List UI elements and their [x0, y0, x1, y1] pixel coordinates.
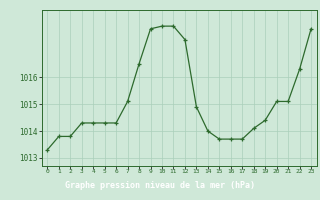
Text: Graphe pression niveau de la mer (hPa): Graphe pression niveau de la mer (hPa): [65, 182, 255, 190]
